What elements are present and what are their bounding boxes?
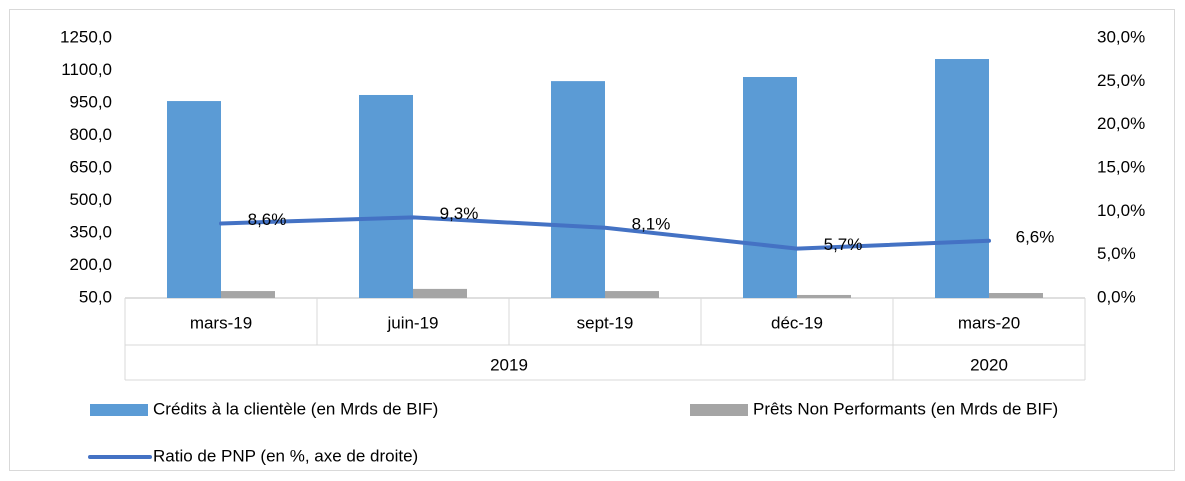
legend-label: Ratio de PNP (en %, axe de droite): [153, 446, 418, 465]
bar: [797, 294, 851, 298]
x-group-label: 2020: [970, 355, 1008, 374]
data-label: 5,7%: [824, 235, 863, 254]
x-tick-label: juin-19: [386, 313, 438, 332]
x-tick-label: déc-19: [771, 313, 823, 332]
y2-tick-label: 15,0%: [1097, 157, 1145, 176]
y-tick-label: 1100,0: [61, 60, 112, 79]
y-tick-label: 950,0: [69, 92, 112, 111]
y-tick-label: 500,0: [69, 190, 112, 209]
x-tick-label: mars-19: [190, 313, 252, 332]
line: [219, 215, 991, 251]
legend-label: Prêts Non Performants (en Mrds de BIF): [753, 399, 1058, 418]
y2-tick-label: 25,0%: [1097, 71, 1145, 90]
y2-tick-label: 0,0%: [1097, 287, 1136, 306]
x-tick-label: mars-20: [958, 313, 1020, 332]
legend-swatch: [690, 404, 748, 416]
y2-tick-label: 20,0%: [1097, 114, 1145, 133]
x-tick-label: sept-19: [577, 313, 634, 332]
y-tick-label: 350,0: [69, 222, 112, 241]
y-tick-label: 1250,0: [60, 27, 112, 46]
legend-label: Crédits à la clientèle (en Mrds de BIF): [153, 399, 438, 418]
y-tick-label: 800,0: [69, 125, 112, 144]
bar: [167, 101, 221, 298]
y-tick-label: 50,0: [79, 287, 112, 306]
bar: [359, 94, 413, 298]
bar: [989, 293, 1043, 298]
data-label: 8,6%: [248, 210, 287, 229]
y-tick-label: 200,0: [69, 255, 112, 274]
legend-swatch: [90, 404, 148, 416]
y2-tick-label: 5,0%: [1097, 244, 1136, 263]
bar: [413, 288, 467, 298]
bar: [221, 291, 275, 298]
bar: [935, 59, 989, 299]
data-label: 8,1%: [632, 214, 671, 233]
y-tick-label: 650,0: [69, 157, 112, 176]
y2-tick-label: 10,0%: [1097, 201, 1145, 220]
x-group-label: 2019: [490, 355, 528, 374]
y2-tick-label: 30,0%: [1097, 27, 1145, 46]
data-label: 6,6%: [1016, 227, 1055, 246]
bar: [551, 81, 605, 298]
bar: [605, 291, 659, 298]
data-label: 9,3%: [440, 204, 479, 223]
bar: [743, 77, 797, 298]
